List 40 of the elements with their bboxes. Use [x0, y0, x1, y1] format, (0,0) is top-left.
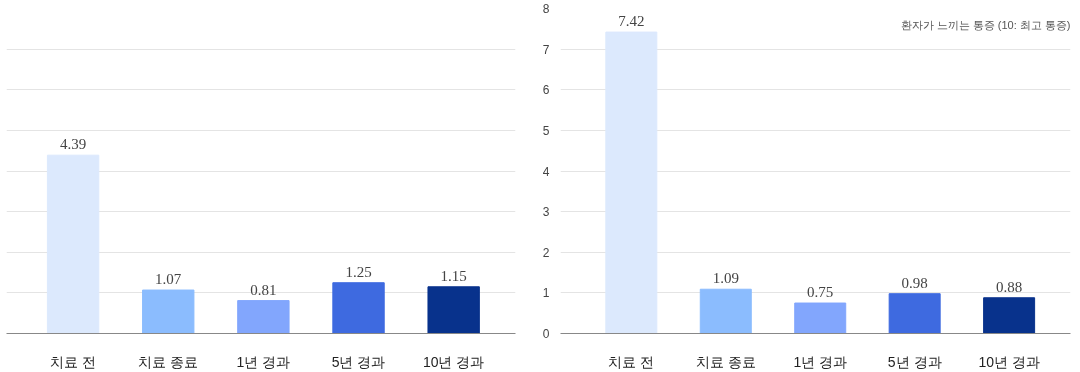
bar [237, 300, 290, 334]
bar [605, 31, 658, 334]
data-label: 7.42 [618, 13, 645, 30]
data-label: 4.39 [59, 136, 87, 153]
data-label: 0.75 [807, 284, 834, 301]
y-tick-label: 7 [542, 42, 550, 57]
bar [699, 288, 752, 334]
data-label: 0.88 [995, 278, 1023, 295]
y-tick-label: 0 [542, 327, 550, 341]
bar [983, 297, 1036, 334]
data-label: 1.07 [155, 271, 182, 288]
data-label: 0.81 [250, 281, 277, 298]
y-tick-label: 4 [542, 164, 550, 179]
x-tick-label: 1년 경과 [236, 353, 291, 370]
annotation: 환자가 느끼는 통증 (10: 최고 통증) [900, 18, 1071, 31]
bar [46, 154, 100, 334]
bar [888, 293, 941, 334]
x-tick-label: 10년 경과 [422, 353, 485, 370]
data-label: 1.25 [345, 263, 372, 280]
x-tick-label: 5년 경과 [331, 353, 386, 370]
y-tick-label: 5 [542, 123, 550, 138]
bar [142, 289, 195, 334]
x-tick-label: 치료 종료 [138, 353, 199, 370]
x-tick-label: 치료 전 [608, 353, 655, 370]
y-tick-label: 3 [542, 205, 550, 220]
data-label: 1.09 [712, 270, 739, 287]
y-tick-label: 1 [542, 286, 550, 301]
bar [794, 302, 847, 334]
bar [332, 282, 385, 334]
data-label: 0.98 [901, 274, 928, 291]
y-tick-label: 6 [542, 83, 550, 98]
x-tick-label: 치료 전 [50, 353, 97, 370]
x-tick-label: 치료 종료 [695, 353, 756, 370]
x-tick-label: 1년 경과 [793, 353, 848, 370]
y-tick-label: 2 [542, 245, 550, 260]
y-tick-label: 8 [542, 2, 550, 16]
x-tick-label: 5년 경과 [887, 353, 942, 370]
bar [427, 286, 480, 334]
x-tick-label: 10년 경과 [978, 353, 1040, 370]
data-label: 1.15 [440, 267, 467, 284]
